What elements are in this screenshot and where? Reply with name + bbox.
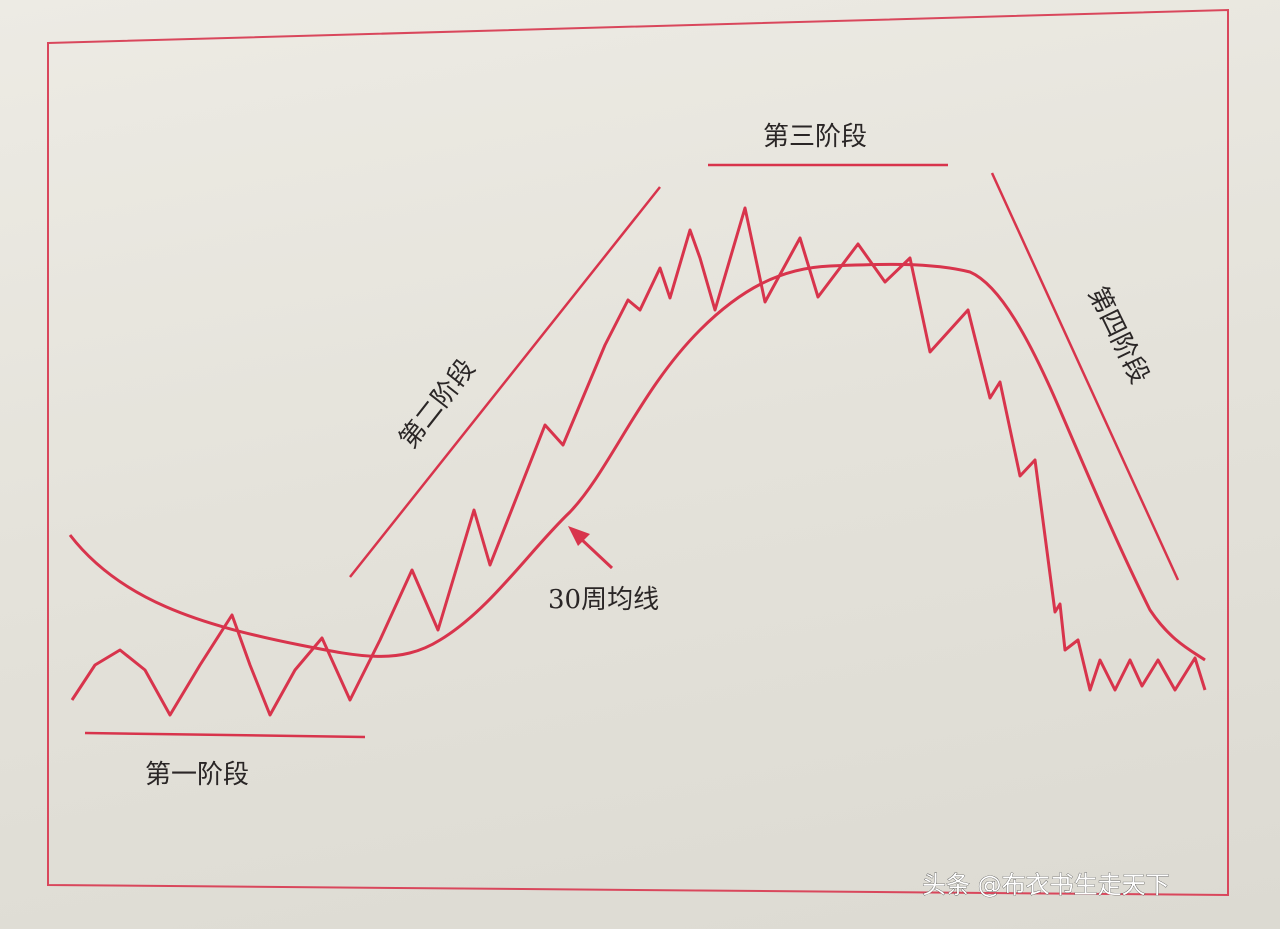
stage-4-label: 第四阶段 xyxy=(1082,282,1155,389)
stage-1-line xyxy=(84,731,366,739)
stage-2-line xyxy=(349,186,661,578)
watermark: 头条 @布衣书生走天下 xyxy=(922,871,1170,899)
stage-3-label: 第三阶段 xyxy=(763,122,867,152)
moving-average-curve xyxy=(68,262,1206,662)
price-line xyxy=(70,206,1207,717)
stage-2-label: 第二阶段 xyxy=(394,354,482,454)
stage-4-line xyxy=(990,172,1180,581)
arrow-icon xyxy=(568,526,614,570)
figure-border xyxy=(47,8,1229,897)
moving-average-label: 30周均线 xyxy=(548,585,659,615)
stage-1-label: 第一阶段 xyxy=(145,760,249,790)
